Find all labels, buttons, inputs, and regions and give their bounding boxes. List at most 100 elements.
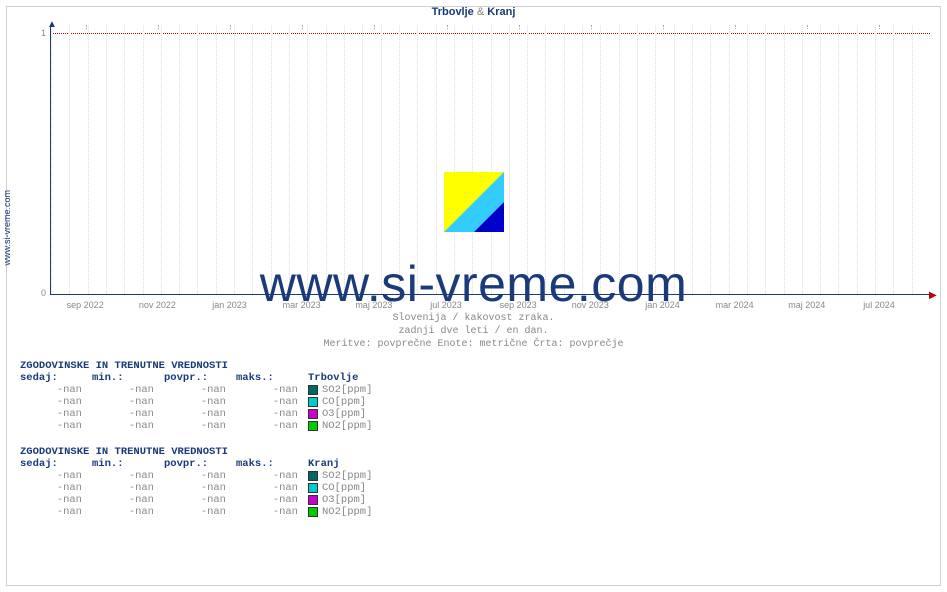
caption-line-2: zadnji dve leti / en dan. (0, 326, 947, 337)
x-minor-tick (234, 25, 235, 294)
table-row: -nan-nan-nan-nanO3[ppm] (20, 408, 448, 420)
stat-value: -nan (92, 408, 164, 420)
x-tick-label: maj 2024 (788, 300, 825, 310)
stat-value: -nan (20, 482, 92, 494)
x-major-tick (86, 25, 87, 29)
x-major-tick (807, 25, 808, 29)
x-minor-tick (838, 25, 839, 294)
color-swatch-icon (308, 483, 318, 493)
col-header-avg: povpr.: (164, 458, 236, 470)
stat-value: -nan (20, 408, 92, 420)
stat-value: -nan (92, 506, 164, 518)
x-minor-tick (454, 25, 455, 294)
col-header-now: sedaj: (20, 458, 92, 470)
stats-table: ZGODOVINSKE IN TRENUTNE VREDNOSTIsedaj:m… (20, 360, 448, 432)
x-minor-tick (69, 25, 70, 294)
x-minor-tick (912, 25, 913, 294)
col-header-min: min.: (92, 458, 164, 470)
y-axis-site-link[interactable]: www.si-vreme.com (2, 190, 12, 266)
x-minor-tick (271, 25, 272, 294)
stats-table: ZGODOVINSKE IN TRENUTNE VREDNOSTIsedaj:m… (20, 446, 448, 518)
x-minor-tick (692, 25, 693, 294)
stat-value: -nan (92, 470, 164, 482)
x-minor-tick (637, 25, 638, 294)
station-name: Trbovlje (308, 372, 448, 384)
color-swatch-icon (308, 421, 318, 431)
measurement-cell: SO2[ppm] (308, 470, 448, 482)
measurement-name: NO2[ppm] (322, 506, 372, 518)
stat-value: -nan (20, 396, 92, 408)
title-station-2: Kranj (487, 6, 515, 18)
watermark-text: www.si-vreme.com (260, 255, 687, 313)
color-swatch-icon (308, 397, 318, 407)
x-minor-tick (545, 25, 546, 294)
x-major-tick (447, 25, 448, 29)
color-swatch-icon (308, 385, 318, 395)
col-header-max: maks.: (236, 458, 308, 470)
x-tick-label: jan 2023 (212, 300, 247, 310)
stat-value: -nan (164, 494, 236, 506)
stat-value: -nan (164, 482, 236, 494)
stat-value: -nan (236, 506, 308, 518)
x-minor-tick (88, 25, 89, 294)
stat-value: -nan (236, 384, 308, 396)
x-minor-tick (362, 25, 363, 294)
x-minor-tick (252, 25, 253, 294)
measurement-cell: O3[ppm] (308, 494, 448, 506)
color-swatch-icon (308, 471, 318, 481)
measurement-name: CO[ppm] (322, 482, 366, 494)
col-header-now: sedaj: (20, 372, 92, 384)
table-row: -nan-nan-nan-nanCO[ppm] (20, 396, 448, 408)
x-minor-tick (564, 25, 565, 294)
stat-value: -nan (236, 396, 308, 408)
stat-value: -nan (236, 408, 308, 420)
x-minor-tick (765, 25, 766, 294)
y-axis-arrow-icon: ▲ (47, 20, 57, 30)
table-row: -nan-nan-nan-nanNO2[ppm] (20, 420, 448, 432)
stat-value: -nan (164, 506, 236, 518)
x-minor-tick (417, 25, 418, 294)
color-swatch-icon (308, 495, 318, 505)
table-header-row: sedaj:min.:povpr.:maks.:Trbovlje (20, 372, 448, 384)
title-station-1: Trbovlje (432, 6, 474, 18)
y-tick-1: 1 (6, 28, 46, 38)
stat-value: -nan (20, 494, 92, 506)
x-minor-tick (106, 25, 107, 294)
stat-value: -nan (236, 470, 308, 482)
x-minor-tick (344, 25, 345, 294)
col-header-avg: povpr.: (164, 372, 236, 384)
measurement-name: SO2[ppm] (322, 384, 372, 396)
x-minor-tick (893, 25, 894, 294)
x-minor-tick (784, 25, 785, 294)
x-tick-label: mar 2024 (716, 300, 754, 310)
x-minor-tick (747, 25, 748, 294)
x-minor-tick (619, 25, 620, 294)
caption-line-1: Slovenija / kakovost zraka. (0, 313, 947, 324)
x-minor-tick (857, 25, 858, 294)
x-tick-label: nov 2023 (572, 300, 609, 310)
measurement-name: O3[ppm] (322, 408, 366, 420)
site-logo-icon (444, 172, 504, 232)
table-row: -nan-nan-nan-nanSO2[ppm] (20, 470, 448, 482)
x-minor-tick (326, 25, 327, 294)
x-major-tick (374, 25, 375, 29)
x-tick-label: mar 2023 (283, 300, 321, 310)
x-minor-tick (582, 25, 583, 294)
x-tick-label: sep 2022 (67, 300, 104, 310)
measurement-cell: O3[ppm] (308, 408, 448, 420)
measurement-name: SO2[ppm] (322, 470, 372, 482)
x-minor-tick (436, 25, 437, 294)
col-header-min: min.: (92, 372, 164, 384)
stat-value: -nan (20, 384, 92, 396)
measurement-cell: SO2[ppm] (308, 384, 448, 396)
x-minor-tick (527, 25, 528, 294)
x-minor-tick (161, 25, 162, 294)
x-minor-tick (51, 25, 52, 294)
stat-value: -nan (236, 494, 308, 506)
x-minor-tick (674, 25, 675, 294)
x-minor-tick (655, 25, 656, 294)
x-minor-tick (124, 25, 125, 294)
measurement-cell: NO2[ppm] (308, 506, 448, 518)
table-row: -nan-nan-nan-nanNO2[ppm] (20, 506, 448, 518)
stat-value: -nan (20, 420, 92, 432)
